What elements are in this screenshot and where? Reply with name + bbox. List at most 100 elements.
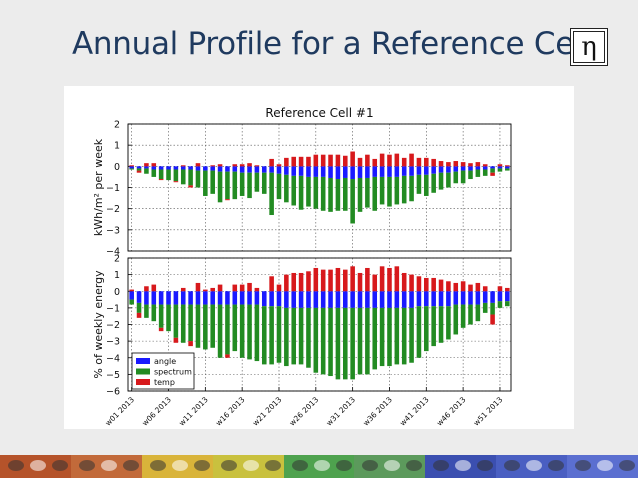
bar-spectrum xyxy=(320,176,326,211)
bar-spectrum xyxy=(261,306,267,365)
bar-spectrum xyxy=(468,304,473,325)
bar-temp xyxy=(335,154,341,167)
y-tick-label: −3 xyxy=(106,337,120,348)
footer-segment xyxy=(354,455,426,478)
bar-temp xyxy=(468,284,473,292)
bar-spectrum xyxy=(438,306,444,343)
bar-spectrum xyxy=(158,304,164,328)
bar-temp xyxy=(269,158,274,167)
bar-temp xyxy=(225,354,230,358)
bar-spectrum xyxy=(195,304,201,348)
bar-spectrum xyxy=(129,299,134,305)
bar-temp xyxy=(306,156,311,167)
plot-frame xyxy=(127,123,512,252)
bar-temp xyxy=(350,266,355,292)
bar-temp xyxy=(247,282,252,292)
bar-angle xyxy=(313,291,319,308)
bar-angle xyxy=(210,291,215,305)
bar-angle xyxy=(195,291,201,305)
bar-spectrum xyxy=(335,307,341,380)
bar-angle xyxy=(291,291,297,308)
bar-angle xyxy=(424,166,429,175)
footer-thumbnail-icon xyxy=(8,460,24,471)
bar-angle xyxy=(372,291,378,308)
bar-temp xyxy=(394,153,400,167)
bar-temp xyxy=(298,156,304,167)
bar-spectrum xyxy=(298,307,304,365)
bar-spectrum xyxy=(409,307,414,363)
eta-logo-icon: η xyxy=(570,28,608,66)
bar-temp xyxy=(276,164,282,167)
bar-angle xyxy=(505,291,510,302)
bar-angle xyxy=(350,291,355,308)
bar-angle xyxy=(239,166,245,173)
bar-temp xyxy=(335,267,341,292)
bar-temp xyxy=(284,157,289,167)
bar-angle xyxy=(180,291,186,305)
bar-temp xyxy=(387,154,392,167)
bar-spectrum xyxy=(269,172,274,216)
bar-temp xyxy=(210,165,215,167)
footer-thumbnail-icon xyxy=(52,460,68,471)
bar-angle xyxy=(387,291,392,308)
bar-angle xyxy=(173,166,179,170)
bar-angle xyxy=(320,291,326,308)
bar-angle xyxy=(328,166,333,178)
bar-spectrum xyxy=(372,307,378,370)
bar-spectrum xyxy=(320,307,326,375)
bar-temp xyxy=(343,155,348,167)
footer-thumbnail-icon xyxy=(575,460,592,471)
bar-spectrum xyxy=(180,169,186,185)
footer-thumbnail-icon xyxy=(291,460,308,471)
bar-angle xyxy=(261,291,267,307)
bar-angle xyxy=(254,166,260,173)
bar-temp xyxy=(446,281,451,292)
bar-temp xyxy=(409,153,414,167)
bar-angle xyxy=(343,291,348,308)
bar-angle xyxy=(276,291,282,307)
bar-temp xyxy=(291,156,297,167)
bar-spectrum xyxy=(505,301,510,307)
bar-spectrum xyxy=(306,307,311,368)
bar-angle xyxy=(379,166,385,177)
bar-spectrum xyxy=(416,174,422,194)
bar-temp xyxy=(254,165,260,167)
footer-thumbnail-icon xyxy=(455,460,472,471)
bar-spectrum xyxy=(151,169,157,177)
bar-temp xyxy=(431,158,436,167)
x-tick-label: w46 2013 xyxy=(435,395,468,428)
bar-temp xyxy=(490,172,495,176)
bar-spectrum xyxy=(217,171,223,203)
bar-angle xyxy=(357,291,363,308)
bar-spectrum xyxy=(490,168,495,173)
bar-angle xyxy=(298,291,304,308)
bar-temp xyxy=(180,287,186,292)
y-tick-label: 1 xyxy=(114,141,120,152)
bar-temp xyxy=(387,267,392,292)
bar-spectrum xyxy=(431,306,436,347)
bar-spectrum xyxy=(144,304,149,318)
bar-temp xyxy=(158,179,164,181)
bar-angle xyxy=(203,291,208,305)
bar-spectrum xyxy=(379,176,385,205)
footer-segment xyxy=(496,455,568,478)
bar-angle xyxy=(416,166,422,175)
bar-angle xyxy=(166,166,171,170)
bar-spectrum xyxy=(505,168,510,171)
bar-angle xyxy=(291,166,297,176)
bar-spectrum xyxy=(129,168,134,170)
bar-spectrum xyxy=(284,174,289,203)
bar-angle xyxy=(284,166,289,175)
bar-spectrum xyxy=(328,177,333,212)
bar-spectrum xyxy=(431,173,436,193)
footer-thumbnail-icon xyxy=(362,460,379,471)
reference-cell-chart: Reference Cell #1 −4 −3 −2 −1 0 1 2 kWh/m² per w… xyxy=(92,106,512,428)
bar-angle xyxy=(328,291,333,308)
bar-angle xyxy=(497,166,503,169)
footer-image-strip xyxy=(0,455,638,478)
footer-segment xyxy=(212,455,284,478)
bar-spectrum xyxy=(276,306,282,363)
bar-temp xyxy=(313,154,319,167)
bar-temp xyxy=(306,271,311,292)
footer-thumbnail-icon xyxy=(477,460,494,471)
